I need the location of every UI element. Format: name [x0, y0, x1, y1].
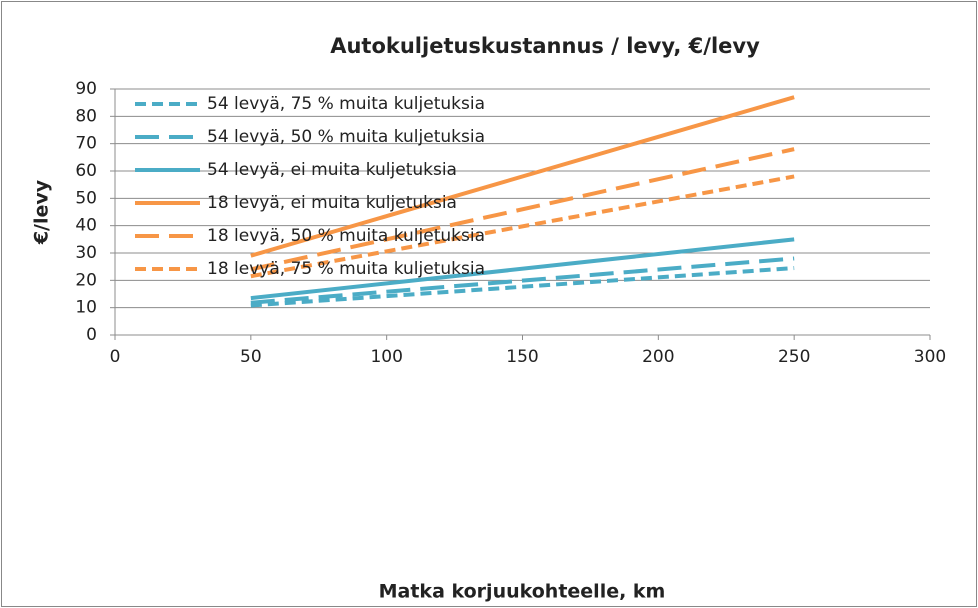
x-tick-label: 0 [110, 347, 121, 367]
x-tick-label: 300 [914, 347, 946, 367]
y-tick-label: 0 [86, 325, 97, 345]
x-tick-label: 200 [642, 347, 674, 367]
y-tick-label: 90 [75, 79, 97, 99]
y-tick-label: 10 [75, 298, 97, 318]
series-line [250, 237, 795, 301]
legend-label: 18 levyä, 50 % muita kuljetuksia [207, 226, 485, 246]
x-axis-title: Matka korjuukohteelle, km [379, 581, 666, 603]
y-tick-label: 50 [75, 188, 97, 208]
y-tick-label: 60 [75, 161, 97, 181]
y-tick-label: 30 [75, 243, 97, 263]
x-tick-label: 50 [240, 347, 262, 367]
series-line [250, 95, 795, 258]
x-tick-label: 100 [370, 347, 402, 367]
legend-label: 18 levyä, ei muita kuljetuksia [207, 193, 457, 213]
y-axis-title: €/levy [31, 179, 53, 245]
legend-label: 18 levyä, 75 % muita kuljetuksia [207, 259, 485, 279]
y-tick-label: 20 [75, 270, 97, 290]
y-tick-label: 70 [75, 134, 97, 154]
series-line [250, 266, 795, 308]
y-tick-label: 80 [75, 106, 97, 126]
series-line [250, 256, 795, 305]
x-tick-label: 250 [778, 347, 810, 367]
legend-label: 54 levyä, 50 % muita kuljetuksia [207, 127, 485, 147]
y-tick-label: 40 [75, 216, 97, 236]
x-tick-label: 150 [506, 347, 538, 367]
series-line [250, 174, 795, 279]
series-line [250, 147, 795, 272]
legend-label: 54 levyä, ei muita kuljetuksia [207, 160, 457, 180]
legend-label: 54 levyä, 75 % muita kuljetuksia [207, 94, 485, 114]
chart-title: Autokuljetuskustannus / levy, €/levy [330, 34, 760, 58]
